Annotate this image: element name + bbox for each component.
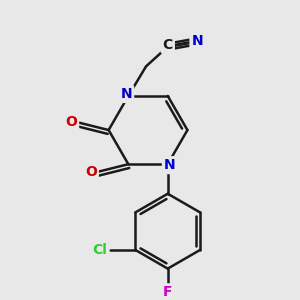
Text: O: O [65, 115, 77, 129]
Text: N: N [121, 87, 132, 101]
Text: N: N [164, 158, 176, 172]
Text: N: N [191, 34, 203, 48]
Text: C: C [163, 38, 173, 52]
Text: Cl: Cl [92, 243, 107, 257]
Text: F: F [163, 285, 172, 299]
Text: O: O [85, 165, 97, 179]
